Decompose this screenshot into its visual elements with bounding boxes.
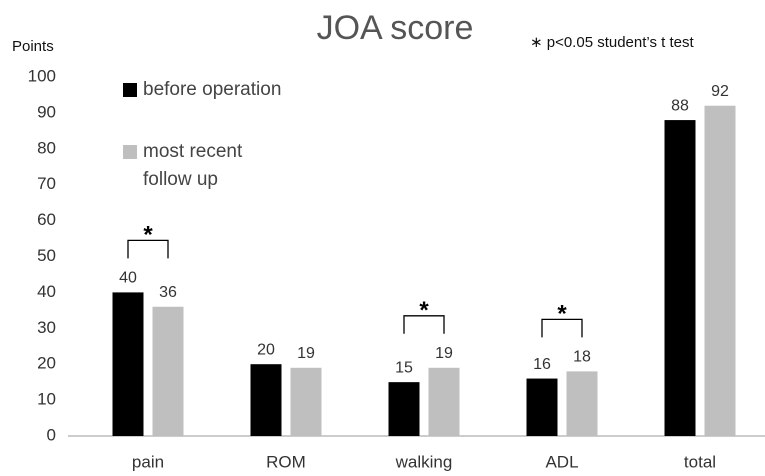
y-axis-label: Points — [12, 38, 54, 55]
bar — [388, 382, 420, 436]
value-label: 36 — [159, 284, 177, 301]
bar — [704, 105, 736, 436]
y-tick-label: 10 — [37, 390, 56, 409]
value-label: 15 — [395, 359, 413, 376]
y-tick-label: 0 — [47, 425, 56, 444]
y-tick-label: 50 — [37, 246, 56, 265]
legend-swatch — [123, 145, 137, 159]
significance-bracket — [541, 318, 583, 338]
y-tick-label: 90 — [37, 102, 56, 121]
value-label: 18 — [573, 349, 591, 366]
annotation: ∗ p<0.05 student’s t test — [530, 34, 694, 51]
bar — [290, 367, 322, 436]
x-tick-label: ADL — [545, 452, 578, 471]
x-tick-label: ROM — [266, 452, 306, 471]
y-tick-label: 60 — [37, 210, 56, 229]
significance-bracket — [403, 315, 445, 334]
significance-marker: * — [143, 222, 153, 249]
bar — [428, 367, 460, 436]
legend-label: most recent follow up — [143, 141, 243, 190]
legend-label: before operation — [143, 79, 282, 100]
significance-marker: * — [557, 301, 567, 328]
value-label: 16 — [533, 356, 551, 373]
y-tick-label: 20 — [37, 354, 56, 373]
x-tick-label: pain — [132, 452, 164, 471]
legend-swatch — [123, 83, 137, 97]
value-label: 19 — [435, 345, 453, 362]
x-tick-label: total — [684, 452, 716, 471]
bar — [250, 364, 282, 436]
value-label: 19 — [297, 345, 315, 362]
bar — [664, 120, 696, 436]
y-tick-label: 80 — [37, 138, 56, 157]
chart-title: JOA score — [317, 9, 474, 47]
value-label: 20 — [257, 341, 275, 358]
bar — [566, 371, 598, 436]
y-tick-label: 70 — [37, 174, 56, 193]
bar — [526, 378, 558, 436]
significance-bracket — [127, 239, 169, 259]
value-label: 88 — [671, 97, 689, 114]
y-tick-label: 100 — [28, 66, 56, 85]
y-tick-label: 40 — [37, 282, 56, 301]
bar — [152, 306, 184, 436]
bar — [112, 292, 144, 436]
y-tick-label: 30 — [37, 318, 56, 337]
value-label: 40 — [119, 270, 137, 287]
x-tick-label: walking — [395, 452, 453, 471]
significance-marker: * — [419, 297, 429, 324]
value-label: 92 — [711, 83, 729, 100]
